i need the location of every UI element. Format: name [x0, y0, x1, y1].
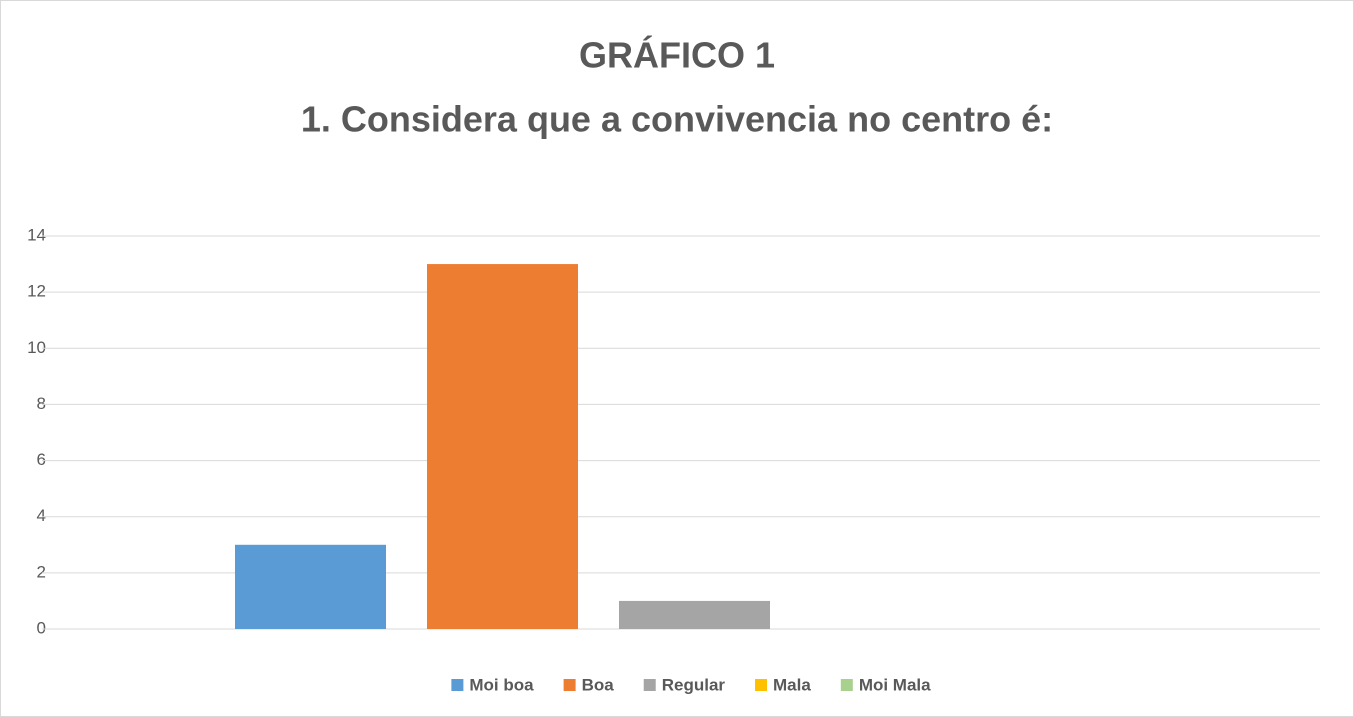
legend-label: Moi Mala — [859, 675, 931, 694]
legend-swatch — [643, 679, 656, 691]
legend-swatch — [840, 679, 853, 691]
y-tick-label: 6 — [37, 450, 46, 469]
bar — [235, 544, 386, 629]
legend-label: Regular — [662, 675, 726, 694]
y-tick-label: 4 — [37, 506, 46, 525]
legend-label: Moi boa — [469, 675, 534, 694]
chart-subtitle: 1. Considera que a convivencia no centro… — [301, 99, 1053, 140]
y-tick-label: 10 — [27, 338, 46, 357]
legend-swatch — [451, 679, 464, 691]
bar — [427, 264, 578, 629]
chart-title: GRÁFICO 1 — [579, 35, 775, 76]
legend-swatch — [755, 679, 768, 691]
y-tick-label: 12 — [27, 282, 46, 301]
legend-swatch — [563, 679, 576, 691]
y-tick-label: 0 — [37, 618, 46, 637]
y-tick-label: 8 — [37, 394, 46, 413]
legend-label: Boa — [582, 675, 615, 694]
legend-label: Mala — [773, 675, 811, 694]
bar — [619, 600, 770, 629]
y-tick-label: 2 — [37, 562, 46, 581]
y-tick-label: 14 — [27, 225, 46, 244]
